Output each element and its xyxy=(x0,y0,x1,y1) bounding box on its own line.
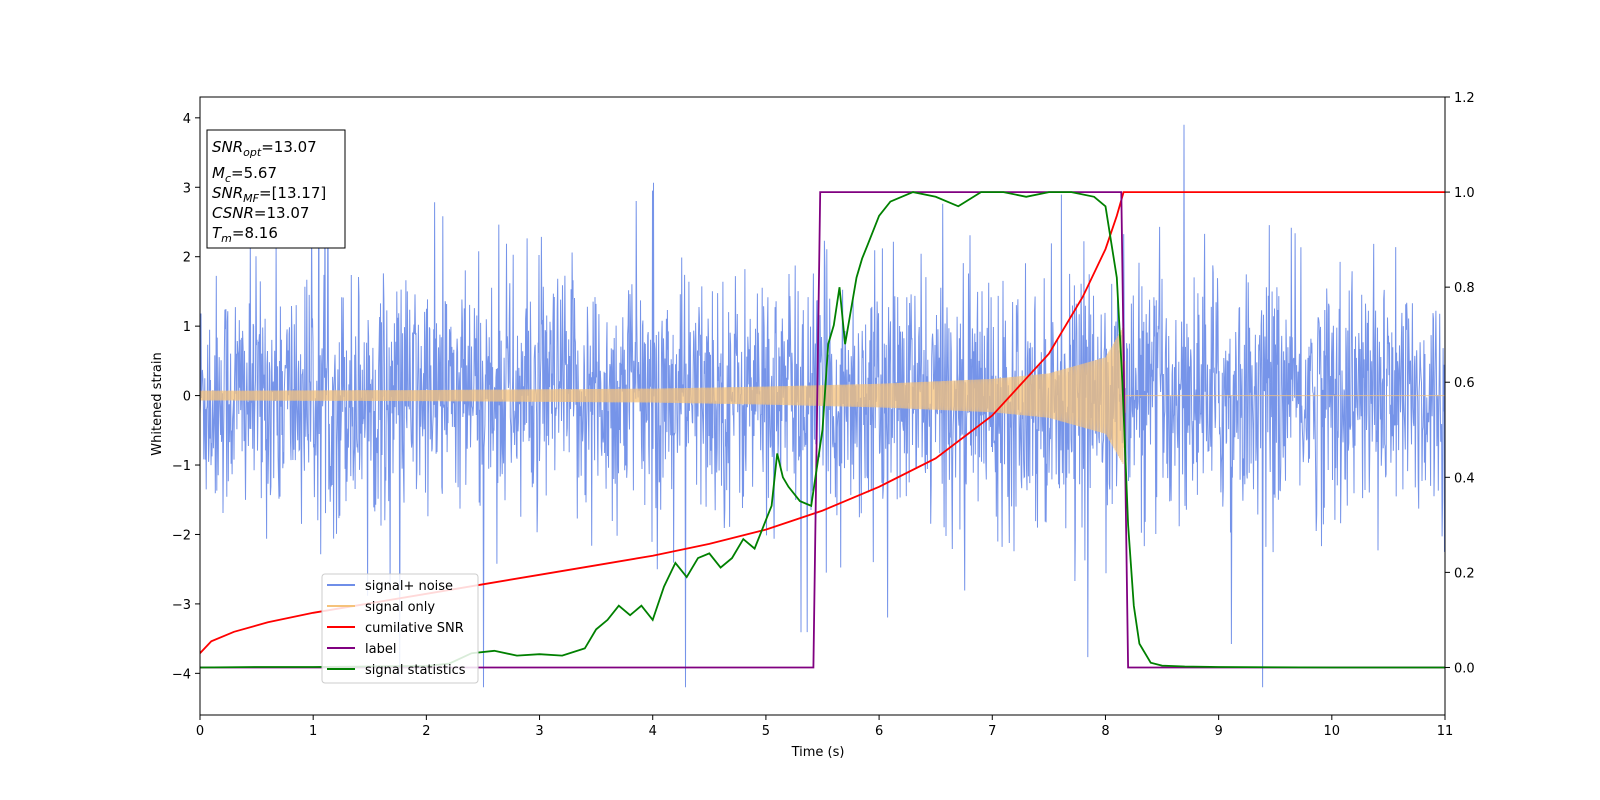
plot-frame xyxy=(199,96,1446,716)
y2-tick-label: 1.2 xyxy=(1454,91,1475,106)
x-tick-label: 5 xyxy=(762,724,770,739)
legend: signal+ noise signal only cumilative SNR… xyxy=(321,573,479,684)
y2-tick-label: 1.0 xyxy=(1454,186,1475,201)
y2-tick-label: 0.2 xyxy=(1454,566,1475,581)
plot-area xyxy=(200,124,1445,688)
x-axis-label: Time (s) xyxy=(791,745,845,760)
legend-label-label: label xyxy=(365,642,396,657)
x-tick-label: 7 xyxy=(988,724,996,739)
series-label xyxy=(200,191,1445,669)
series-signal-only xyxy=(200,326,1445,465)
info-box: SNRopt=13.07 Mc=5.67 SNRMF=[13.17] CSNR=… xyxy=(206,129,346,249)
x-tick-label: 10 xyxy=(1324,724,1341,739)
series-signal-noise xyxy=(200,124,1445,688)
y2-tick-label: 0.6 xyxy=(1454,376,1475,391)
x-tick-label: 1 xyxy=(309,724,317,739)
legend-label-signal-only: signal only xyxy=(365,600,435,615)
series-signal-statistics xyxy=(200,191,1445,669)
y-tick-label: −1 xyxy=(172,459,191,474)
x-tick-label: 4 xyxy=(649,724,657,739)
y-tick-label: 1 xyxy=(183,320,191,335)
y-tick-label: −3 xyxy=(172,598,191,613)
x-tick-label: 9 xyxy=(1214,724,1222,739)
axes: 0 1 2 3 4 5 6 7 8 9 10 1143210−1−2−3−41.21.00.80.60… xyxy=(172,91,1475,739)
x-tick-label: 11 xyxy=(1437,724,1454,739)
legend-label-signal-statistics: signal statistics xyxy=(365,663,466,678)
y-axis-label: Whitened strain xyxy=(150,352,165,455)
x-tick-label: 0 xyxy=(196,724,204,739)
y-tick-label: −4 xyxy=(172,667,191,682)
info-snr-mf: SNRMF=[13.17] xyxy=(212,184,326,205)
x-tick-label: 2 xyxy=(422,724,430,739)
y2-tick-label: 0.0 xyxy=(1454,661,1475,676)
y2-tick-label: 0.4 xyxy=(1454,471,1475,486)
x-tick-label: 6 xyxy=(875,724,883,739)
info-mc: Mc=5.67 xyxy=(212,164,277,185)
info-snr-opt: SNRopt=13.07 xyxy=(212,138,317,159)
y-tick-label: 2 xyxy=(183,251,191,266)
y-tick-label: −2 xyxy=(172,528,191,543)
y-tick-label: 3 xyxy=(183,181,191,196)
info-box-frame xyxy=(206,129,346,249)
x-tick-label: 8 xyxy=(1101,724,1109,739)
y-tick-label: 4 xyxy=(183,112,191,127)
info-tm: Tm=8.16 xyxy=(212,224,278,245)
x-tick-label: 3 xyxy=(535,724,543,739)
series-cumulative-snr xyxy=(200,191,1445,654)
y-tick-label: 0 xyxy=(183,390,191,405)
y2-tick-label: 0.8 xyxy=(1454,281,1475,296)
legend-label-signal-noise: signal+ noise xyxy=(365,579,453,594)
legend-frame xyxy=(321,573,479,684)
info-csnr: CSNR=13.07 xyxy=(212,204,309,222)
legend-label-cumulative-snr: cumilative SNR xyxy=(365,621,464,636)
